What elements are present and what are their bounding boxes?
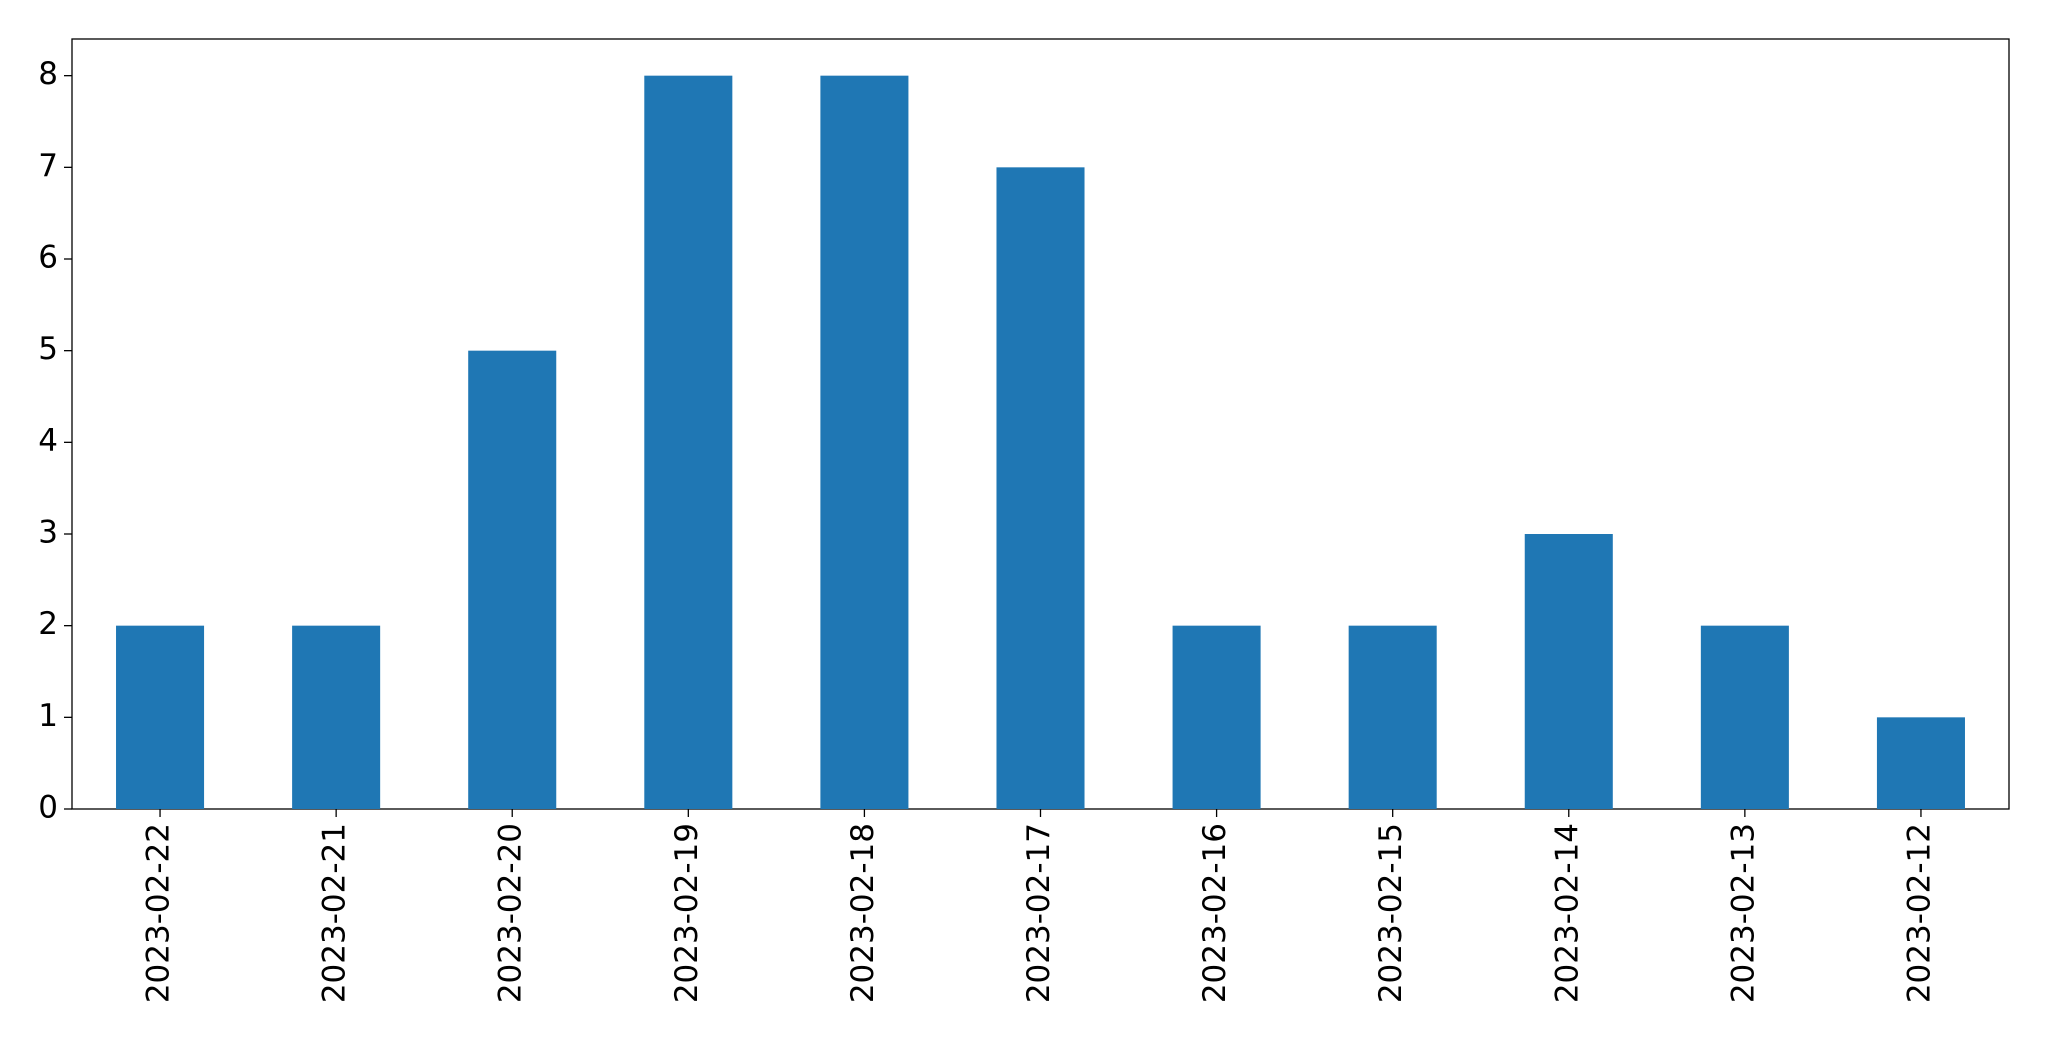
bar xyxy=(116,625,205,809)
y-tick-label: 7 xyxy=(38,148,58,184)
x-tick-label: 2023-02-16 xyxy=(1197,823,1233,1003)
bar xyxy=(1524,534,1613,809)
y-tick-label: 5 xyxy=(38,331,58,367)
y-tick-label: 2 xyxy=(38,606,58,642)
x-tick-label: 2023-02-15 xyxy=(1373,823,1409,1003)
x-tick-label: 2023-02-21 xyxy=(317,823,353,1003)
x-tick-label: 2023-02-20 xyxy=(493,823,529,1003)
x-tick-label: 2023-02-18 xyxy=(845,823,881,1003)
x-tick-label: 2023-02-17 xyxy=(1021,823,1057,1003)
x-tick-label: 2023-02-14 xyxy=(1549,823,1585,1003)
y-tick-label: 0 xyxy=(38,790,58,826)
x-tick-label: 2023-02-12 xyxy=(1901,823,1937,1003)
bar xyxy=(292,625,381,809)
bar xyxy=(644,75,733,809)
y-tick-label: 4 xyxy=(38,423,58,459)
x-tick-label: 2023-02-19 xyxy=(669,823,705,1003)
bar xyxy=(1172,625,1261,809)
y-tick-label: 3 xyxy=(38,515,58,551)
x-tick-label: 2023-02-13 xyxy=(1725,823,1761,1003)
bar xyxy=(1700,625,1789,809)
bar xyxy=(996,167,1085,810)
bar xyxy=(1348,625,1437,809)
bar xyxy=(468,350,557,809)
x-tick-label: 2023-02-22 xyxy=(141,823,177,1003)
bar xyxy=(1876,717,1965,809)
bar xyxy=(820,75,909,809)
y-tick-label: 1 xyxy=(38,698,58,734)
y-tick-label: 6 xyxy=(38,240,58,276)
y-tick-label: 8 xyxy=(38,56,58,92)
